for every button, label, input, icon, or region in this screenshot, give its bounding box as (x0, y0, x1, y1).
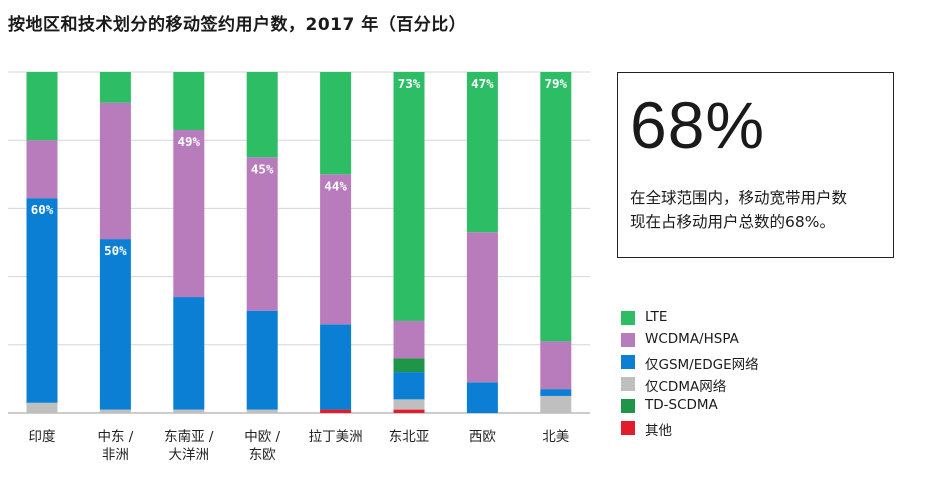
legend-swatch (621, 355, 635, 369)
bar-segment (466, 232, 498, 383)
callout-line-1: 在全球范围内，移动宽带用户数 (630, 189, 848, 207)
bar-segment (173, 409, 205, 413)
data-label: 45% (251, 161, 274, 176)
legend-label: 其他 (645, 423, 672, 439)
bar-segment (246, 310, 278, 410)
bar-segment (466, 72, 498, 233)
data-label: 79% (545, 76, 568, 91)
legend-swatch (621, 333, 635, 347)
category-label: 北美 (542, 429, 569, 445)
legend-label: WCDMA/HSPA (645, 331, 739, 347)
bar-segment (26, 402, 58, 413)
callout-box: 68% 在全球范围内，移动宽带用户数 现在占移动用户总数的68%。 (617, 72, 894, 258)
bar-segment (320, 324, 352, 410)
data-label: 50% (104, 243, 127, 258)
legend-swatch (621, 311, 635, 325)
bar-segment (26, 140, 58, 199)
bar-segment (393, 358, 425, 373)
bar-segment (320, 409, 352, 413)
callout-text: 在全球范围内，移动宽带用户数 现在占移动用户总数的68%。 (630, 186, 890, 234)
category-label: 拉丁美洲 (309, 429, 363, 445)
bar-segment (540, 389, 572, 396)
bar-segment (99, 102, 131, 240)
category-label: 西欧 (469, 429, 496, 445)
bar-segment (393, 320, 425, 359)
legend-swatch (621, 399, 635, 413)
category-label: 大洋洲 (169, 447, 210, 463)
bar-segment (246, 409, 278, 413)
category-label: 非洲 (102, 447, 129, 463)
bar-segment (26, 198, 58, 403)
legend-label: LTE (645, 309, 668, 325)
bar-segment (393, 399, 425, 410)
category-label: 东欧 (249, 447, 276, 463)
legend-label: TD-SCDMA (645, 397, 718, 413)
category-label: 东北亚 (389, 429, 430, 445)
legend-label: 仅CDMA网络 (645, 379, 727, 395)
bar-segment (26, 72, 58, 141)
category-label: 东南亚 / (164, 429, 214, 445)
bar-segment (466, 382, 498, 413)
legend-label: 仅GSM/EDGE网络 (645, 357, 759, 373)
data-label: 60% (31, 202, 54, 217)
category-label: 印度 (29, 429, 56, 445)
bar-segment (540, 72, 572, 342)
bar-segment (393, 409, 425, 413)
category-label: 中欧 / (244, 429, 280, 445)
bar-segment (99, 409, 131, 413)
category-label: 中东 / (97, 429, 133, 445)
bar-segment (320, 174, 352, 325)
legend-swatch (621, 377, 635, 391)
bar-segment (173, 129, 205, 298)
bar-segment (320, 72, 352, 175)
legend-swatch (621, 421, 635, 435)
callout-value: 68% (630, 88, 766, 162)
data-label: 49% (178, 134, 201, 149)
bar-segment (393, 72, 425, 321)
bar-segment (99, 72, 131, 103)
chart-title: 按地区和技术划分的移动签约用户数，2017 年（百分比） (8, 15, 467, 35)
stacked-bar-chart: 印度 中东 / 非洲 东南亚 / 大洋洲 中欧 / 东欧 拉丁美洲 东北亚 西欧 北美 60% 50% 4… (8, 71, 590, 463)
bar-segment (540, 341, 572, 390)
bar-segment (173, 72, 205, 130)
data-label: 73% (398, 76, 421, 91)
bar-segment (246, 72, 278, 158)
data-label: 44% (324, 178, 347, 193)
bar-segment (99, 239, 131, 410)
bar-segment (246, 157, 278, 311)
bar-segment (173, 297, 205, 410)
bar-segment (393, 372, 425, 400)
data-label: 47% (471, 76, 494, 91)
callout-line-2: 现在占移动用户总数的68%。 (630, 213, 835, 231)
bar-segment (540, 395, 572, 413)
